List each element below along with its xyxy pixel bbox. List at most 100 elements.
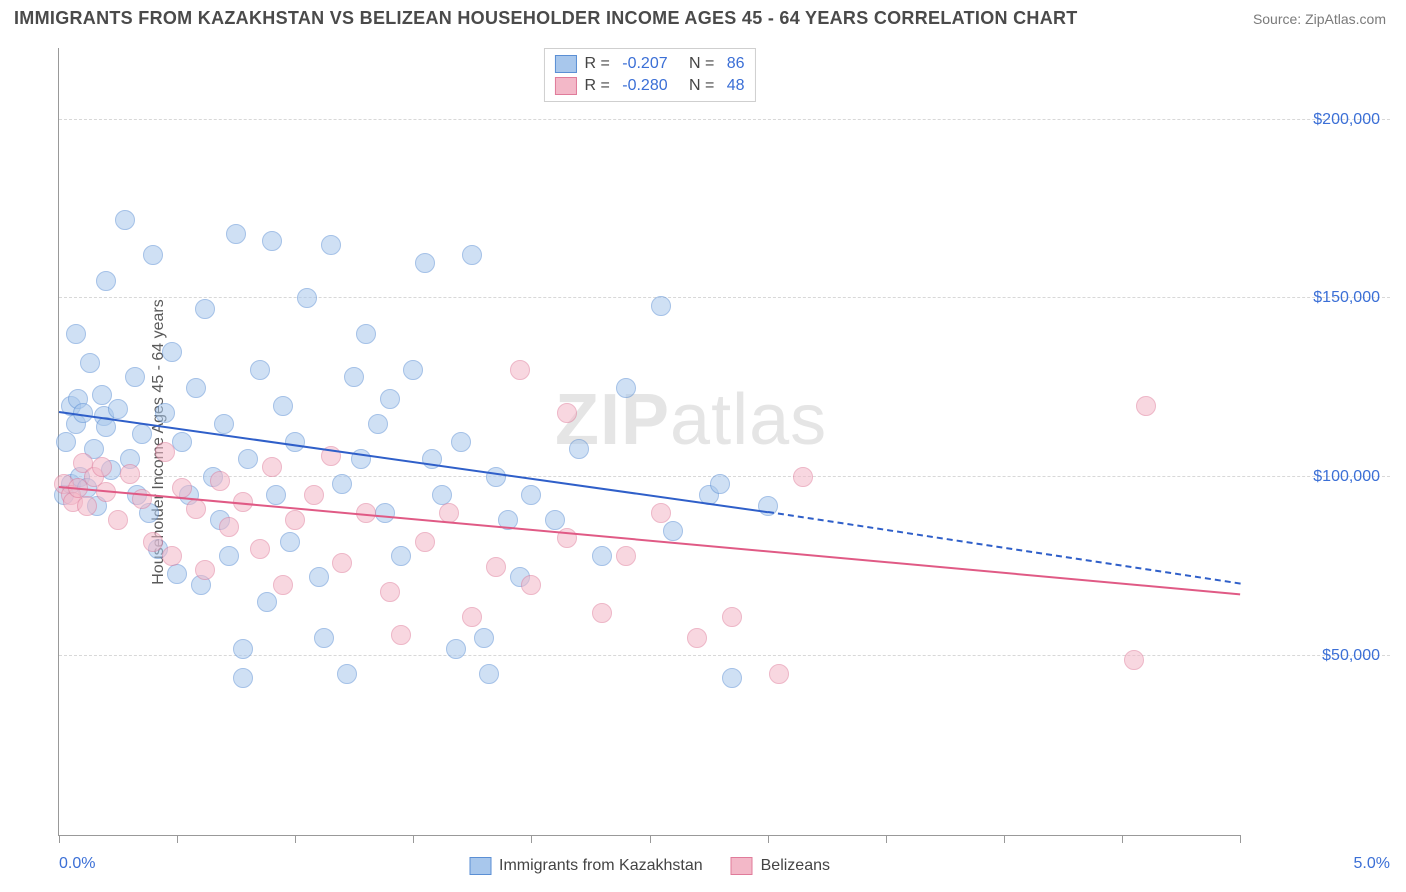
scatter-point [321, 235, 341, 255]
scatter-point [368, 414, 388, 434]
scatter-point [479, 664, 499, 684]
legend-swatch [554, 77, 576, 95]
scatter-point [332, 474, 352, 494]
scatter-point [155, 442, 175, 462]
scatter-point [521, 485, 541, 505]
scatter-point [143, 532, 163, 552]
scatter-point [233, 639, 253, 659]
scatter-point [569, 439, 589, 459]
scatter-point [285, 432, 305, 452]
scatter-point [285, 510, 305, 530]
scatter-point [446, 639, 466, 659]
legend-row: R = -0.280 N = 48 [554, 75, 744, 97]
scatter-point [108, 399, 128, 419]
scatter-point [1124, 650, 1144, 670]
trend-line [59, 486, 1240, 595]
y-tick-label: $150,000 [1313, 289, 1380, 307]
gridline [59, 655, 1390, 656]
scatter-point [250, 539, 270, 559]
scatter-point [280, 532, 300, 552]
scatter-point [314, 628, 334, 648]
legend-r-value: -0.207 [622, 55, 667, 73]
scatter-point [451, 432, 471, 452]
scatter-point [486, 557, 506, 577]
scatter-point [474, 628, 494, 648]
scatter-point [651, 503, 671, 523]
chart-title: IMMIGRANTS FROM KAZAKHSTAN VS BELIZEAN H… [14, 8, 1078, 29]
scatter-point [120, 464, 140, 484]
x-tick [650, 835, 651, 843]
scatter-point [66, 324, 86, 344]
scatter-point [510, 360, 530, 380]
scatter-point [155, 403, 175, 423]
scatter-point [80, 353, 100, 373]
scatter-point [391, 625, 411, 645]
x-tick [295, 835, 296, 843]
scatter-point [273, 396, 293, 416]
scatter-point [375, 503, 395, 523]
scatter-point [557, 403, 577, 423]
scatter-point [304, 485, 324, 505]
legend-n-value: 86 [727, 55, 745, 73]
legend-row: R = -0.207 N = 86 [554, 53, 744, 75]
scatter-point [722, 668, 742, 688]
scatter-point [262, 457, 282, 477]
legend-r-label: R = [584, 55, 614, 73]
legend-item: Belizeans [731, 857, 830, 875]
scatter-point [462, 607, 482, 627]
chart-area: Householder Income Ages 45 - 64 years ZI… [48, 48, 1390, 836]
source-label: Source: ZipAtlas.com [1253, 11, 1386, 27]
scatter-point [356, 324, 376, 344]
x-tick [1004, 835, 1005, 843]
x-tick [1122, 835, 1123, 843]
legend-n-value: 48 [727, 77, 745, 95]
legend-n-label: N = [676, 77, 719, 95]
scatter-point [663, 521, 683, 541]
scatter-point [172, 478, 192, 498]
scatter-point [233, 668, 253, 688]
scatter-point [132, 424, 152, 444]
scatter-point [226, 224, 246, 244]
scatter-point [132, 489, 152, 509]
scatter-point [210, 471, 230, 491]
scatter-point [167, 564, 187, 584]
scatter-point [462, 245, 482, 265]
y-tick-label: $200,000 [1313, 111, 1380, 129]
y-tick-label: $50,000 [1322, 647, 1380, 665]
scatter-point [115, 210, 135, 230]
scatter-point [162, 342, 182, 362]
scatter-point [186, 499, 206, 519]
scatter-point [651, 296, 671, 316]
scatter-point [262, 231, 282, 251]
x-tick [531, 835, 532, 843]
scatter-point [309, 567, 329, 587]
y-tick-label: $100,000 [1313, 468, 1380, 486]
legend-r-value: -0.280 [622, 77, 667, 95]
scatter-point [266, 485, 286, 505]
x-tick [768, 835, 769, 843]
x-tick [413, 835, 414, 843]
scatter-point [219, 517, 239, 537]
scatter-point [257, 592, 277, 612]
legend-r-label: R = [584, 77, 614, 95]
scatter-point [332, 553, 352, 573]
scatter-point [616, 546, 636, 566]
scatter-point [486, 467, 506, 487]
gridline [59, 297, 1390, 298]
scatter-point [273, 575, 293, 595]
legend-series: Immigrants from Kazakhstan Belizeans [469, 857, 830, 875]
scatter-point [521, 575, 541, 595]
scatter-point [92, 385, 112, 405]
legend-item: Immigrants from Kazakhstan [469, 857, 703, 875]
scatter-point [403, 360, 423, 380]
scatter-point [592, 546, 612, 566]
scatter-point [77, 496, 97, 516]
scatter-point [710, 474, 730, 494]
scatter-point [143, 245, 163, 265]
scatter-point [92, 457, 112, 477]
legend-swatch [469, 857, 491, 875]
scatter-point [380, 389, 400, 409]
scatter-point [415, 532, 435, 552]
scatter-point [380, 582, 400, 602]
scatter-point [722, 607, 742, 627]
